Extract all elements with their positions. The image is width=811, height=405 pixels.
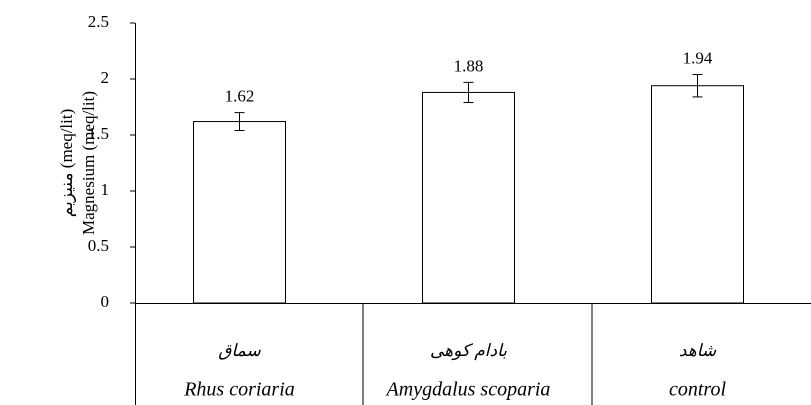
- y-tick-label: 1.5: [88, 124, 109, 143]
- y-tick-label: 2.5: [88, 12, 109, 31]
- y-axis-label-fa: منیزیم (meq/lit): [57, 109, 77, 218]
- bar: [651, 85, 744, 304]
- x-tick-label-fa: شاهد: [679, 341, 717, 360]
- x-tick-label-fa: سماق: [218, 341, 261, 360]
- y-tick-label: 0.5: [88, 236, 109, 255]
- y-tick-label: 1: [101, 180, 110, 199]
- value-label: 1.94: [683, 48, 713, 67]
- x-tick-label: Amygdalus scoparia: [385, 379, 551, 401]
- bar: [422, 91, 515, 304]
- y-tick-label: 0: [101, 292, 110, 311]
- x-tick-label: Rhus coriaria: [183, 379, 295, 401]
- y-tick-label: 2: [101, 68, 110, 87]
- y-axis-label: Magnesium (meq/lit): [79, 91, 98, 235]
- value-label: 1.62: [225, 87, 255, 106]
- x-tick-label: control: [669, 379, 726, 401]
- bar: [193, 121, 286, 304]
- value-label: 1.88: [454, 56, 484, 75]
- x-tick-label-fa: بادام کوهی: [430, 341, 507, 361]
